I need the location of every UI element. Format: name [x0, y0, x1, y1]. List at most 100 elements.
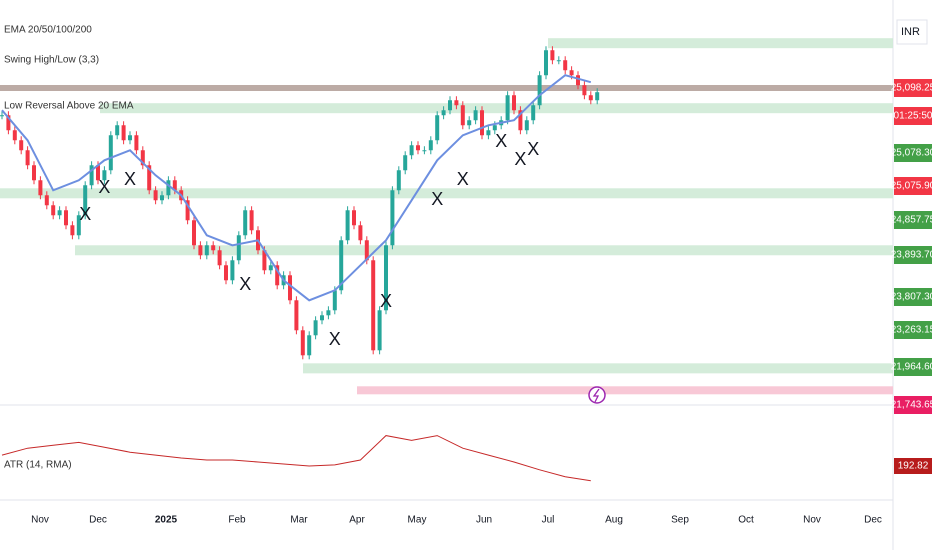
candle-body	[390, 190, 395, 246]
candle-body	[320, 315, 324, 321]
x-tick-label: Jun	[476, 515, 492, 526]
candle-body	[224, 265, 228, 281]
price-label-bg	[894, 177, 932, 195]
candle-body	[0, 115, 4, 117]
x-tick-label: May	[408, 515, 427, 526]
event-icon[interactable]	[588, 386, 606, 404]
candle-body	[377, 310, 382, 351]
candle-body	[563, 60, 568, 71]
sr-zone	[0, 188, 893, 199]
signal-marker: X	[495, 131, 507, 151]
x-tick-label: Nov	[803, 515, 821, 526]
candle-body	[243, 210, 248, 236]
x-tick-label: Oct	[738, 515, 754, 526]
atr-label-bg	[894, 458, 932, 474]
candle-body	[25, 150, 30, 166]
candle-body	[441, 110, 446, 116]
candle-body	[435, 115, 440, 141]
signal-marker: X	[79, 204, 91, 224]
candle-body	[134, 135, 139, 151]
candle-body	[262, 250, 267, 271]
candle-body	[83, 185, 88, 216]
candle-body	[76, 215, 81, 236]
candle-body	[96, 165, 100, 181]
candle-body	[12, 130, 17, 141]
candle-body	[588, 95, 593, 101]
atr-line	[1, 435, 591, 482]
candle-body	[89, 165, 94, 186]
price-label-bg	[894, 396, 932, 414]
candle-body	[384, 245, 388, 311]
candle-body	[352, 210, 356, 226]
candle-body	[153, 190, 158, 201]
candle-body	[236, 235, 241, 261]
price-label: 25,098.25	[891, 83, 932, 94]
candle-body	[339, 240, 344, 291]
candle-body	[166, 180, 171, 196]
ema-line	[1, 74, 592, 302]
signal-marker: X	[527, 139, 539, 159]
x-tick-label: Jul	[542, 515, 555, 526]
candle-body	[57, 210, 62, 216]
candle-body	[473, 110, 478, 121]
legend-reversal: Low Reversal Above 20 EMA	[4, 101, 134, 112]
currency: INR	[901, 26, 920, 38]
sr-zone	[100, 103, 893, 114]
price-label: 23,263.15	[891, 325, 932, 336]
price-label: 25,078.30	[891, 148, 932, 159]
candle-body	[492, 125, 497, 131]
candle-body	[115, 125, 120, 136]
price-label-bg	[894, 358, 932, 376]
candle-body	[518, 110, 523, 131]
price-label: 21,743.65	[891, 400, 932, 411]
candle-body	[102, 170, 107, 181]
candle-body	[524, 120, 529, 131]
x-tick-label: Feb	[228, 515, 246, 526]
candle-body	[505, 95, 510, 121]
price-label-bg	[894, 288, 932, 306]
atr-label: 192.82	[898, 461, 929, 472]
candle-body	[307, 335, 312, 356]
candle-body	[192, 220, 196, 246]
candle-body	[595, 92, 600, 101]
candle-body	[294, 300, 299, 331]
x-tick-label: 2025	[155, 515, 178, 526]
candle-body	[544, 50, 548, 76]
candle-body	[531, 105, 536, 121]
candle-body	[403, 155, 408, 171]
candle-body	[326, 310, 331, 316]
legend-atr: ATR (14, RMA)	[4, 460, 72, 471]
signal-marker: X	[431, 189, 443, 209]
candle-body	[204, 245, 209, 256]
x-tick-label: Apr	[349, 515, 365, 526]
candle-body	[332, 290, 337, 311]
candle-body	[300, 330, 305, 356]
sr-zone	[303, 363, 893, 374]
candle-body	[537, 75, 542, 106]
candle-body	[371, 260, 376, 351]
candle-body	[172, 180, 177, 191]
candle-body	[416, 145, 420, 151]
candle-body	[556, 60, 561, 62]
candle-body	[128, 135, 132, 141]
signal-marker: X	[124, 169, 136, 189]
candle-body	[19, 140, 24, 151]
candle-body	[486, 130, 491, 136]
price-label: 25,075.90	[891, 181, 932, 192]
candle-body	[313, 320, 318, 336]
legend-ema: EMA 20/50/100/200	[4, 25, 92, 36]
signal-marker: X	[514, 149, 526, 169]
candle-body	[288, 275, 292, 301]
candle-body	[576, 75, 580, 86]
x-tick-label: Aug	[605, 515, 623, 526]
x-tick-label: Dec	[89, 515, 107, 526]
low-zone	[357, 386, 893, 395]
price-label: 24,857.75	[891, 215, 932, 226]
candle-body	[364, 240, 369, 261]
price-label: 21,964.60	[891, 362, 932, 373]
candle-body	[422, 150, 427, 152]
x-tick-label: Dec	[864, 515, 882, 526]
currency-box[interactable]	[896, 19, 928, 45]
